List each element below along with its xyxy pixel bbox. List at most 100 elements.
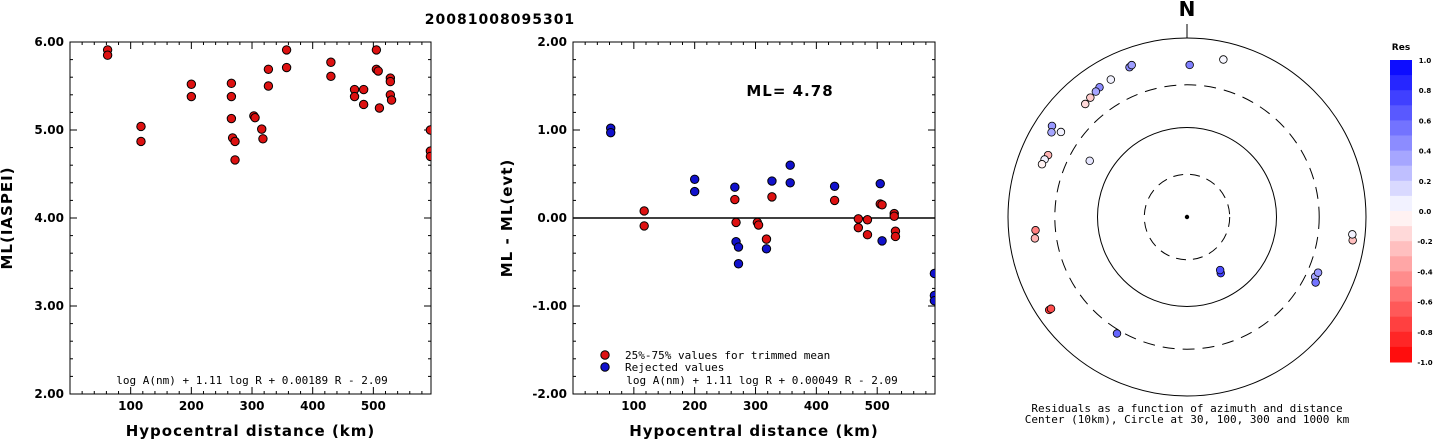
x-axis-label: Hypocentral distance (km) [629, 422, 879, 440]
colorbar-swatch [1390, 60, 1412, 76]
ring-100km [1097, 127, 1277, 307]
data-point [226, 78, 237, 89]
legend-label: 25%-75% values for trimmed mean [625, 349, 830, 362]
colorbar-swatch [1390, 346, 1412, 363]
y-tick-label: 4.00 [34, 211, 64, 225]
colorbar-swatch [1390, 271, 1412, 287]
x-tick-label: 300 [239, 399, 264, 413]
data-point [230, 136, 240, 147]
data-point [829, 195, 840, 206]
data-point [230, 155, 240, 165]
y-tick-label: -2.00 [532, 387, 567, 401]
y-tick-label: -1.00 [532, 299, 567, 313]
data-point [730, 182, 740, 192]
station-marker [1219, 55, 1228, 64]
colorbar-tick-label: -0.6 [1417, 299, 1432, 307]
x-tick-label: 100 [118, 399, 143, 413]
colorbar-swatch [1390, 286, 1412, 303]
station-marker [1047, 128, 1056, 137]
data-point [136, 121, 146, 132]
legend-label: Rejected values [625, 361, 724, 374]
data-point [639, 206, 649, 216]
data-point [761, 244, 772, 254]
data-points [102, 45, 431, 165]
x-tick-label: 500 [361, 399, 386, 413]
data-point [890, 231, 901, 242]
y-tick-label: 5.00 [34, 123, 64, 137]
data-point [730, 194, 740, 205]
colorbar-swatch [1390, 165, 1412, 182]
station-marker [1030, 234, 1040, 243]
colorbar-swatch [1390, 256, 1412, 272]
station-marker [1311, 278, 1320, 287]
data-point [767, 192, 777, 202]
colorbar-swatch [1390, 90, 1412, 106]
map-caption-line1: Residuals as a function of azimuth and d… [1031, 402, 1342, 415]
y-tick-label: 3.00 [34, 299, 64, 313]
data-points [606, 123, 935, 306]
data-point [371, 45, 382, 55]
station-marker [1215, 265, 1225, 275]
colorbar-swatch [1390, 331, 1412, 348]
formula-annotation: log A(nm) + 1.11 log R + 0.00189 R - 2.0… [116, 374, 388, 387]
y-tick-label: 0.00 [537, 211, 567, 225]
data-point [853, 214, 864, 224]
ring-1000km [1007, 37, 1367, 397]
data-point [862, 215, 873, 225]
station-marker [1031, 226, 1040, 235]
data-point [136, 136, 146, 147]
data-point [186, 91, 197, 102]
data-point [226, 113, 237, 124]
data-point [875, 178, 885, 189]
station-marker [1112, 329, 1122, 338]
data-point [731, 217, 741, 228]
legend-marker [600, 362, 610, 372]
colorbar-swatch [1390, 180, 1412, 197]
x-tick-label: 400 [300, 399, 325, 413]
data-point [257, 124, 267, 134]
station-marker [1185, 60, 1194, 70]
station-marker [1106, 75, 1116, 84]
station-marker [1127, 60, 1136, 70]
colorbar-tick-label: 0.6 [1419, 117, 1432, 125]
residual-vs-distance-panel: 100 200 300 400 500 -2.00 -1.00 0.00 1.00 2.00 Hyp… [498, 35, 936, 440]
data-point [733, 259, 744, 269]
data-point [281, 45, 292, 55]
data-point [385, 76, 396, 87]
y-axis-label: ML - ML(evt) [498, 159, 516, 277]
north-label: N [1179, 0, 1196, 21]
data-point [733, 242, 744, 252]
colorbar-tick-label: -1.0 [1417, 359, 1432, 367]
ring-30km [1143, 173, 1231, 261]
data-point [606, 127, 616, 138]
colorbar-tick-label: 0.8 [1419, 87, 1432, 95]
colorbar-swatch [1390, 226, 1412, 242]
colorbar-tick-label: 0.4 [1419, 148, 1432, 156]
data-point [689, 186, 700, 197]
data-point [862, 230, 873, 240]
y-axis-label: ML(IASPEI) [0, 166, 16, 269]
data-point [102, 50, 113, 60]
colorbar-tick-label: -0.8 [1417, 329, 1432, 337]
y-tick-label: 6.00 [34, 35, 64, 49]
x-tick-label: 300 [743, 399, 768, 413]
station-marker [1348, 230, 1357, 239]
data-point [349, 91, 360, 102]
colorbar-tick-label: -0.2 [1417, 238, 1432, 246]
colorbar-swatch [1390, 120, 1412, 136]
data-point [877, 200, 887, 210]
magnitude-vs-distance-panel: 100 200 300 400 500 2.00 3.00 4.00 5.00 6.00 Hypoc… [0, 35, 432, 440]
data-point [853, 222, 864, 233]
data-point [929, 296, 935, 306]
data-point [358, 99, 369, 110]
colorbar-swatch [1390, 75, 1412, 91]
colorbar-title: Res [1392, 43, 1410, 53]
epicentre-marker [1184, 214, 1190, 220]
data-point [326, 71, 336, 82]
map-caption-line2: Center (10km), Circle at 30, 100, 300 an… [1025, 413, 1350, 426]
x-tick-label: 200 [179, 399, 204, 413]
data-point [263, 81, 274, 91]
x-tick-label: 500 [865, 399, 890, 413]
data-point [326, 57, 336, 67]
